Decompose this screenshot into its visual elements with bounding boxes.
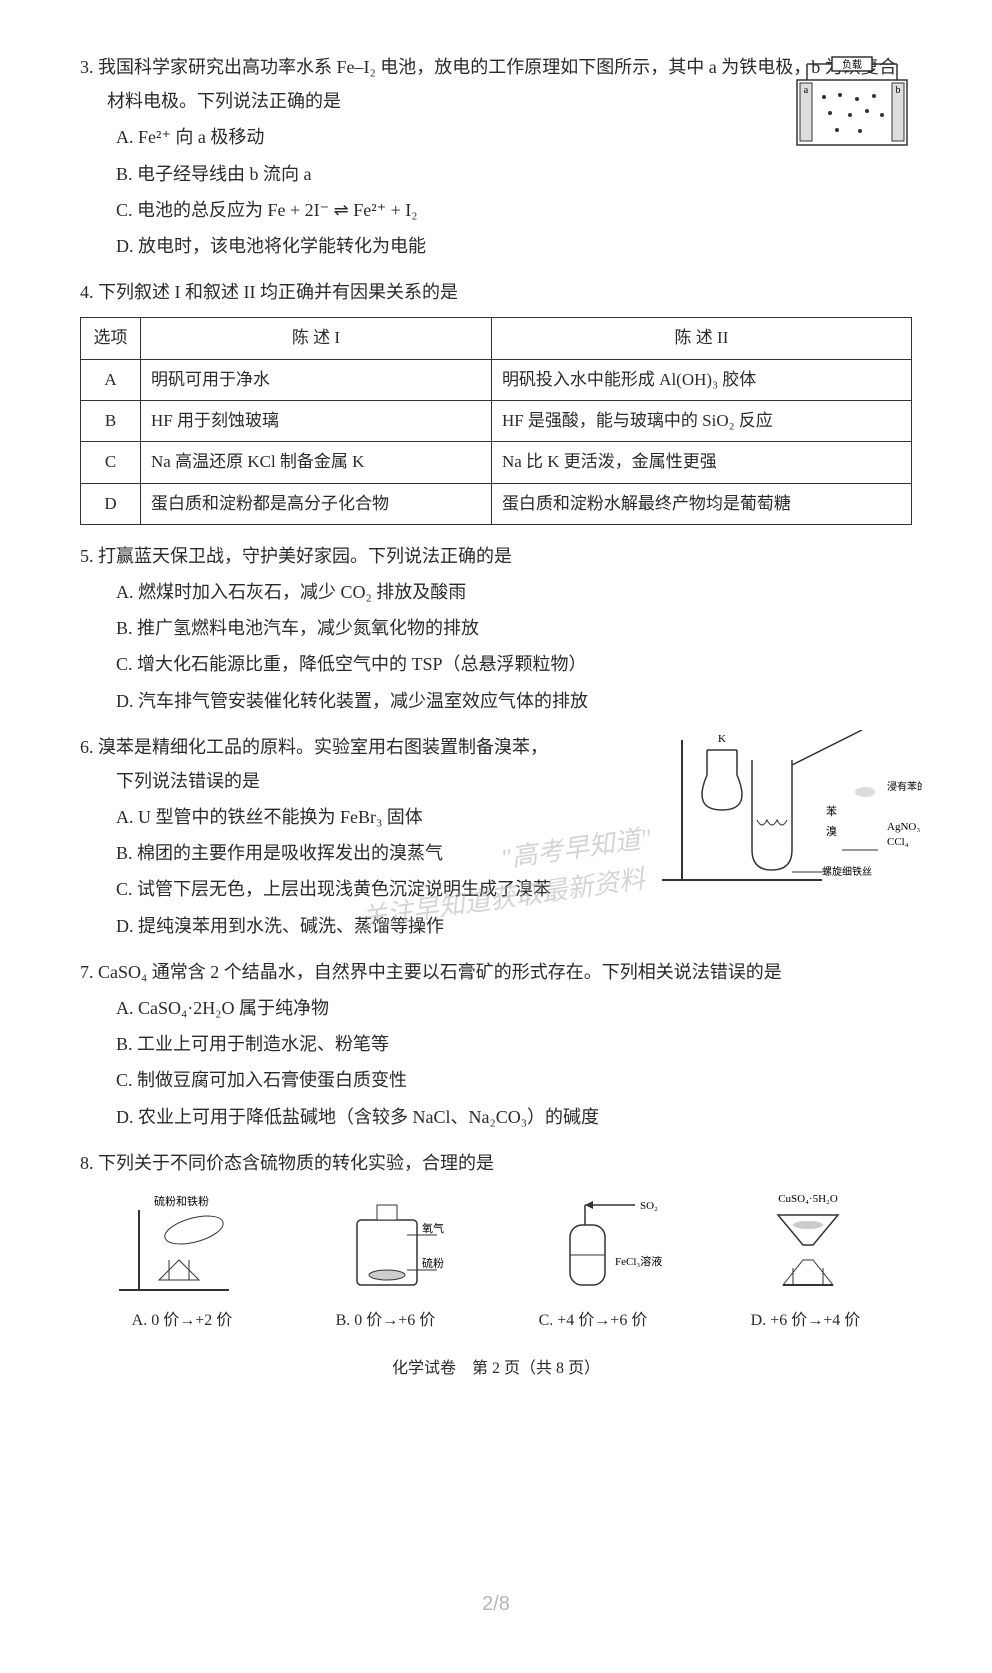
label-iron: 螺旋细铁丝 xyxy=(822,865,872,878)
fig-label: CuSO₄·5H₂O xyxy=(778,1193,838,1205)
electrode-b-label: b xyxy=(896,85,901,96)
question-5: 5. 打赢蓝天保卫战，守护美好家园。下列说法正确的是 A. 燃煤时加入石灰石，减… xyxy=(80,539,912,718)
fig-label: 硫粉 xyxy=(422,1256,444,1270)
apparatus-diagram: K 螺旋细铁丝 浸有苯的棉团 AgNO₃ CCl₄ 苯 溴 xyxy=(622,730,922,890)
cell-s2: 蛋白质和淀粉水解最终产物均是葡萄糖 xyxy=(491,483,911,524)
question-7: 7. CaSO₄ 通常含 2 个结晶水，自然界中主要以石膏矿的形式存在。下列相关… xyxy=(80,955,912,1134)
table-header-row: 选项 陈 述 I 陈 述 II xyxy=(81,318,912,359)
load-label: 负载 xyxy=(842,58,862,71)
q5-options: A. 燃煤时加入石灰石，减少 CO₂ 排放及酸雨 B. 推广氢燃料电池汽车，减少… xyxy=(80,575,912,718)
table-row: A 明矾可用于净水 明矾投入水中能形成 Al(OH)₃ 胶体 xyxy=(81,359,912,400)
q3-opt-b: B. 电子经导线由 b 流向 a xyxy=(116,157,912,191)
electrode-a-label: a xyxy=(804,85,809,96)
q8-opt-d: D. +6 价→+4 价 xyxy=(751,1306,861,1336)
fig-label: 氧气 xyxy=(422,1221,444,1235)
q3-opt-d: D. 放电时，该电池将化学能转化为电能 xyxy=(116,229,912,263)
col-s1: 陈 述 I xyxy=(141,318,492,359)
cell-s2: Na 比 K 更活泼，金属性更强 xyxy=(491,442,911,483)
q8-figures: 硫粉和铁粉 氧气 硫粉 xyxy=(80,1190,912,1300)
cell-opt: C xyxy=(81,442,141,483)
fig-label: SO₂ xyxy=(640,1200,658,1212)
q8-stem: 8. 下列关于不同价态含硫物质的转化实验，合理的是 xyxy=(80,1146,912,1180)
cell-s1: Na 高温还原 KCl 制备金属 K xyxy=(141,442,492,483)
cell-s1: 明矾可用于净水 xyxy=(141,359,492,400)
question-4: 4. 下列叙述 I 和叙述 II 均正确并有因果关系的是 选项 陈 述 I 陈 … xyxy=(80,275,912,525)
q5-opt-a: A. 燃煤时加入石灰石，减少 CO₂ 排放及酸雨 xyxy=(116,575,912,609)
page-number: 2/8 xyxy=(80,1585,912,1623)
label-cotton: 浸有苯的棉团 xyxy=(887,780,922,793)
cell-s2: HF 是强酸，能与玻璃中的 SiO₂ 反应 xyxy=(491,400,911,441)
cell-opt: D xyxy=(81,483,141,524)
q7-opt-a: A. CaSO₄·2H₂O 属于纯净物 xyxy=(116,991,912,1025)
table-row: B HF 用于刻蚀玻璃 HF 是强酸，能与玻璃中的 SiO₂ 反应 xyxy=(81,400,912,441)
q8-fig-d: CuSO₄·5H₂O xyxy=(723,1190,893,1300)
q8-fig-b: 氧气 硫粉 xyxy=(307,1190,477,1300)
q8-fig-c: SO₂ FeCl₃溶液 xyxy=(515,1190,685,1300)
col-s2: 陈 述 II xyxy=(491,318,911,359)
fig-label: 硫粉和铁粉 xyxy=(154,1194,209,1208)
q3-opt-c: C. 电池的总反应为 Fe + 2I⁻ ⇌ Fe²⁺ + I₂ xyxy=(116,193,912,227)
q8-opt-a: A. 0 价→+2 价 xyxy=(132,1306,233,1336)
label-k: K xyxy=(718,733,726,745)
q7-stem: 7. CaSO₄ 通常含 2 个结晶水，自然界中主要以石膏矿的形式存在。下列相关… xyxy=(80,955,912,989)
table-row: D 蛋白质和淀粉都是高分子化合物 蛋白质和淀粉水解最终产物均是葡萄糖 xyxy=(81,483,912,524)
table-row: C Na 高温还原 KCl 制备金属 K Na 比 K 更活泼，金属性更强 xyxy=(81,442,912,483)
question-8: 8. 下列关于不同价态含硫物质的转化实验，合理的是 硫粉和铁粉 氧气 硫粉 xyxy=(80,1146,912,1337)
fig-label: FeCl₃溶液 xyxy=(615,1254,662,1268)
q7-opt-c: C. 制做豆腐可加入石膏使蛋白质变性 xyxy=(116,1063,912,1097)
cell-opt: A xyxy=(81,359,141,400)
q5-opt-b: B. 推广氢燃料电池汽车，减少氮氧化物的排放 xyxy=(116,611,912,645)
label-br: 溴 xyxy=(826,824,837,838)
q4-table: 选项 陈 述 I 陈 述 II A 明矾可用于净水 明矾投入水中能形成 Al(O… xyxy=(80,317,912,524)
q7-opt-b: B. 工业上可用于制造水泥、粉笔等 xyxy=(116,1027,912,1061)
q7-options: A. CaSO₄·2H₂O 属于纯净物 B. 工业上可用于制造水泥、粉笔等 C.… xyxy=(80,991,912,1134)
question-6: 6. 溴苯是精细化工品的原料。实验室用右图装置制备溴苯， 下列说法错误的是 A.… xyxy=(80,730,912,943)
cell-opt: B xyxy=(81,400,141,441)
q5-opt-c: C. 增大化石能源比重，降低空气中的 TSP（总悬浮颗粒物） xyxy=(116,647,912,681)
q8-fig-a: 硫粉和铁粉 xyxy=(99,1190,269,1300)
q5-stem: 5. 打赢蓝天保卫战，守护美好家园。下列说法正确的是 xyxy=(80,539,912,573)
q8-opt-b: B. 0 价→+6 价 xyxy=(336,1306,436,1336)
page-footer: 化学试卷 第 2 页（共 8 页） xyxy=(80,1354,912,1384)
label-benzene: 苯 xyxy=(826,804,837,818)
q8-option-labels: A. 0 价→+2 价 B. 0 价→+6 价 C. +4 价→+6 价 D. … xyxy=(80,1306,912,1336)
q6-opt-d: D. 提纯溴苯用到水洗、碱洗、蒸馏等操作 xyxy=(116,909,912,943)
cell-s1: HF 用于刻蚀玻璃 xyxy=(141,400,492,441)
col-opt: 选项 xyxy=(81,318,141,359)
cell-s1: 蛋白质和淀粉都是高分子化合物 xyxy=(141,483,492,524)
battery-diagram: 负载 a b xyxy=(782,55,912,155)
q7-opt-d: D. 农业上可用于降低盐碱地（含较多 NaCl、Na₂CO₃）的碱度 xyxy=(116,1100,912,1134)
label-agno3: AgNO₃ xyxy=(887,821,920,833)
label-ccl4: CCl₄ xyxy=(887,836,909,848)
q4-stem: 4. 下列叙述 I 和叙述 II 均正确并有因果关系的是 xyxy=(80,275,912,309)
q8-opt-c: C. +4 价→+6 价 xyxy=(539,1306,648,1336)
q5-opt-d: D. 汽车排气管安装催化转化装置，减少温室效应气体的排放 xyxy=(116,684,912,718)
cell-s2: 明矾投入水中能形成 Al(OH)₃ 胶体 xyxy=(491,359,911,400)
question-3: 3. 我国科学家研究出高功率水系 Fe–I₂ 电池，放电的工作原理如下图所示，其… xyxy=(80,50,912,263)
